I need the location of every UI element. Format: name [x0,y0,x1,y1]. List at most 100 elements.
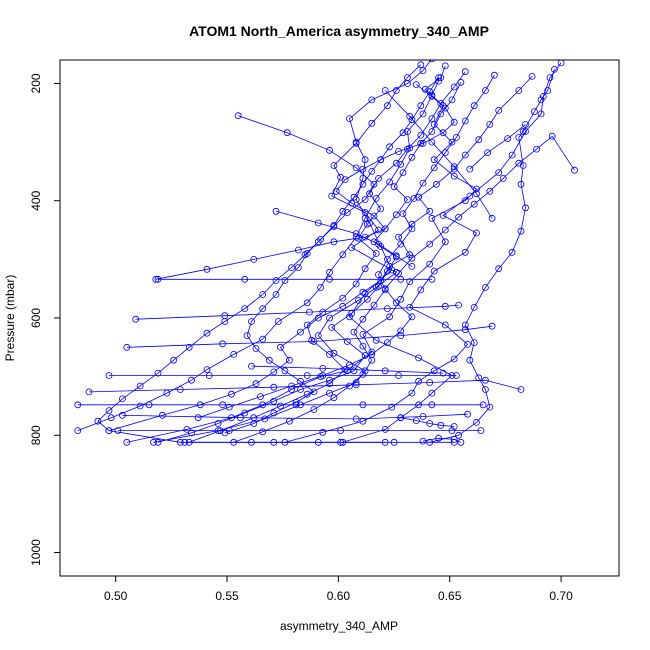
data-point [426,207,434,215]
data-point [428,401,436,409]
data-point [415,193,423,201]
data-point [390,438,398,446]
data-point [417,131,425,139]
data-point [366,190,374,198]
data-point [397,414,405,422]
data-point [499,174,507,182]
data-point [225,403,233,411]
data-point [248,318,255,325]
data-point [508,248,516,256]
data-point [294,246,302,254]
data-point [473,185,480,193]
data-point [515,133,523,141]
series-line [189,71,466,443]
series-line [422,437,462,443]
data-point [406,251,414,259]
data-point [403,74,411,81]
data-point [395,148,402,155]
data-point [484,149,492,157]
data-point [495,107,503,114]
data-point [412,81,420,88]
data-point [350,328,358,336]
data-point [470,200,478,208]
data-point [303,299,311,307]
data-point [383,305,391,313]
series-line [77,80,439,431]
x-tick-label: 0.50 [104,589,128,603]
data-point [203,265,211,273]
data-point [339,207,347,215]
data-point [395,372,402,379]
data-point [375,240,382,248]
data-point [464,340,472,348]
series-line [224,77,439,434]
data-point [221,312,229,320]
data-point [481,386,489,393]
data-point [448,96,456,104]
data-point [270,368,278,376]
series-9 [185,68,469,446]
y-axis: 200 400 600 800 1000 [29,73,60,566]
data-point [537,110,545,118]
data-point [430,164,438,172]
data-point [450,83,458,91]
data-point [428,115,436,122]
data-point [303,372,311,379]
data-point [439,129,447,137]
data-point [359,165,367,173]
data-point [419,139,427,147]
data-point [386,178,394,186]
y-tick-label: 200 [29,73,43,93]
data-point [464,410,472,418]
data-point [517,386,525,393]
data-point [341,176,349,184]
data-point [455,301,463,309]
data-point [150,438,157,446]
series-26 [381,87,496,222]
data-point [461,197,469,205]
y-tick-label: 1000 [29,539,43,566]
data-point [375,174,382,182]
data-point [419,110,427,118]
data-point [352,164,360,172]
data-point [461,117,469,125]
series-line [108,76,533,431]
series-line [157,82,462,443]
data-point [408,225,416,233]
series-14 [94,112,458,446]
data-point [450,435,458,443]
data-point [504,135,512,143]
data-point [495,265,503,273]
data-point [515,159,523,167]
data-point [392,252,400,260]
data-point [154,275,162,283]
data-point [319,308,327,316]
data-point [368,119,376,127]
data-point [461,68,469,76]
data-point [145,401,153,409]
data-point [397,332,405,340]
data-point [377,243,385,250]
data-point [348,199,356,207]
data-point [136,382,144,390]
data-point [219,340,227,348]
series-28 [419,434,465,446]
data-point [185,343,193,351]
data-point [297,328,304,336]
data-point [270,397,278,405]
data-point [450,118,458,126]
data-point [397,160,405,168]
data-point [457,438,465,446]
data-point [132,315,140,323]
data-point [361,265,369,273]
data-point [517,227,525,235]
data-point [571,166,578,174]
data-point [176,438,184,446]
data-point [352,196,360,204]
data-point [234,112,242,120]
data-point [439,211,447,219]
data-point [432,180,440,188]
data-point [410,194,418,202]
data-point [330,394,338,402]
data-point [310,338,318,345]
